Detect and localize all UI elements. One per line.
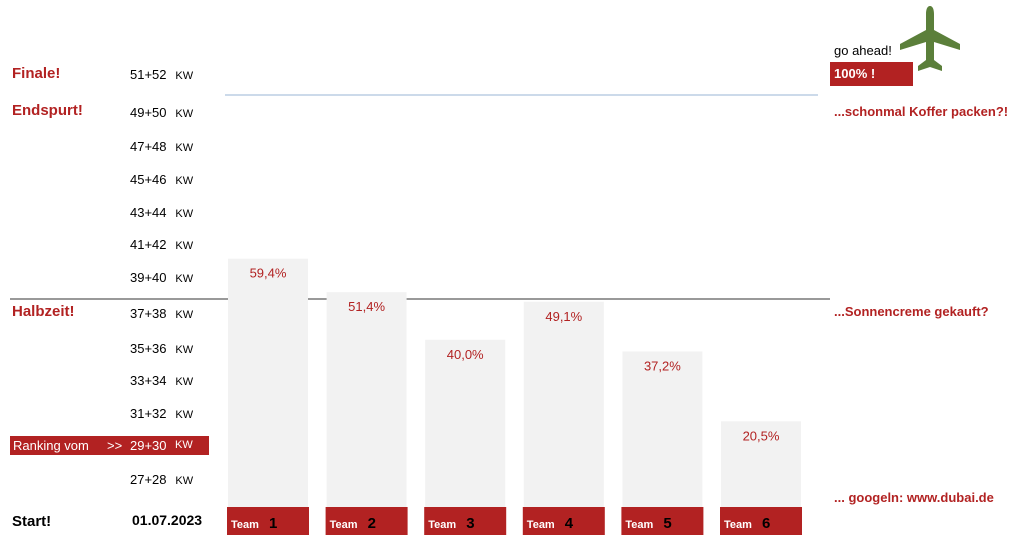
ranking-weeks: 29+30: [130, 438, 167, 453]
team-label-word: Team: [428, 519, 456, 531]
team-label-box: [720, 507, 802, 535]
team-label-box: [424, 507, 507, 535]
week-tick: 45+46 KW: [130, 172, 194, 187]
team-label-box: [522, 507, 605, 535]
week-tick: 51+52 KW: [130, 67, 194, 82]
week-tick: 27+28 KW: [130, 472, 194, 487]
note-sonnencreme: ...Sonnencreme gekauft?: [834, 304, 989, 319]
phase-start: Start!: [12, 513, 52, 530]
ranking-unit: KW: [175, 439, 193, 451]
team-label-word: Team: [724, 519, 752, 531]
bar-team-5: [622, 351, 703, 507]
bar-team-3: [425, 339, 506, 507]
bar-value-label: 37,2%: [644, 359, 681, 374]
team-label-number: 6: [762, 515, 770, 532]
week-tick: 35+36 KW: [130, 341, 194, 356]
bar-team-2: [326, 292, 407, 507]
week-tick: 41+42 KW: [130, 237, 194, 252]
bar-team-4: [523, 301, 604, 507]
ranking-label: Ranking vom: [13, 438, 89, 453]
week-tick: 31+32 KW: [130, 406, 194, 421]
note-dubai: ... googeln: www.dubai.de: [834, 490, 994, 505]
week-tick: 33+34 KW: [130, 373, 194, 388]
airplane-icon: [898, 4, 962, 74]
week-tick: 37+38 KW: [130, 306, 194, 321]
week-tick: 47+48 KW: [130, 139, 194, 154]
team-label-word: Team: [330, 519, 358, 531]
team-label-box: [325, 507, 408, 535]
team-label-word: Team: [625, 519, 653, 531]
bar-value-label: 51,4%: [348, 299, 385, 314]
week-tick: 49+50 KW: [130, 105, 194, 120]
team-label-word: Team: [527, 519, 555, 531]
bars-group: 59,4% Team 1 51,4% Team 2 40,0% Team 3 49,1% Team 4…: [227, 258, 802, 535]
bar-team-6: [721, 421, 801, 507]
team-label-box: [227, 507, 309, 535]
bar-value-label: 40,0%: [447, 347, 484, 362]
bar-value-label: 59,4%: [250, 266, 287, 281]
goal-100-badge: 100% !: [830, 62, 913, 86]
bar-team-1: [228, 258, 308, 507]
phase-finale: Finale!: [12, 65, 61, 82]
phase-halbzeit: Halbzeit!: [12, 303, 75, 320]
team-label-number: 2: [368, 515, 376, 532]
team-label-word: Team: [231, 519, 259, 531]
note-koffer: ...schonmal Koffer packen?!: [834, 104, 1009, 119]
team-label-number: 4: [565, 515, 574, 532]
team-label-number: 5: [663, 515, 671, 532]
bar-value-label: 20,5%: [743, 428, 780, 443]
ranking-arrow: >>: [107, 438, 123, 453]
go-ahead-label: go ahead!: [834, 43, 892, 58]
start-date: 01.07.2023: [132, 512, 203, 528]
team-label-box: [621, 507, 704, 535]
ranking-banner: Ranking vom >> 29+30 KW: [10, 436, 209, 455]
team-label-number: 3: [466, 515, 474, 532]
bar-value-label: 49,1%: [545, 309, 582, 324]
phase-endspurt: Endspurt!: [12, 102, 83, 119]
week-tick: 39+40 KW: [130, 270, 194, 285]
week-tick: 43+44 KW: [130, 205, 194, 220]
team-label-number: 1: [269, 515, 277, 532]
